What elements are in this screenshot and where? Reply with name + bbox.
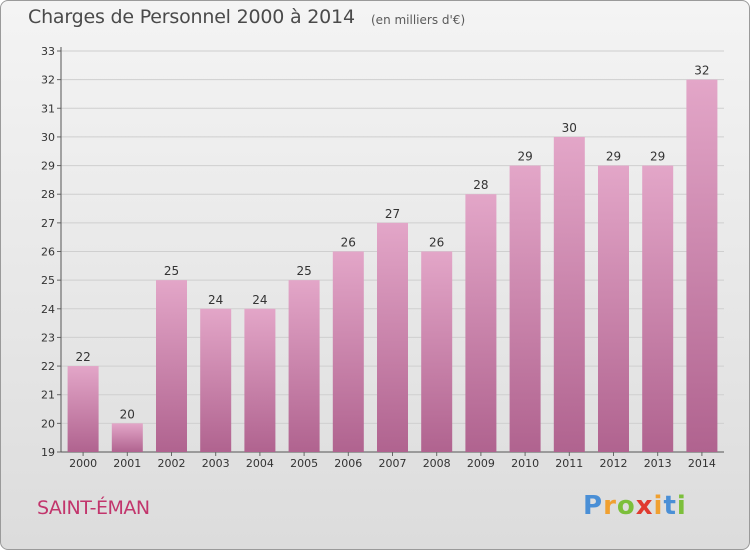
y-tick-label: 27 [41, 217, 55, 230]
data-label-2000: 22 [75, 350, 90, 364]
commune-name: SAINT-ÉMAN [37, 497, 150, 519]
data-label-2003: 24 [208, 293, 223, 307]
x-tick-label-2007: 2007 [379, 457, 407, 470]
y-tick-label: 31 [41, 102, 55, 115]
data-label-2013: 29 [650, 150, 665, 164]
bar-2006 [332, 251, 364, 452]
bar-2011 [553, 136, 585, 452]
bars [67, 79, 718, 453]
x-tick-label-2013: 2013 [644, 457, 672, 470]
x-tick-label-2009: 2009 [467, 457, 495, 470]
x-tick-label-2003: 2003 [202, 457, 230, 470]
data-label-2007: 27 [385, 207, 400, 221]
y-tick-label: 32 [41, 74, 55, 87]
x-tick-label-2006: 2006 [334, 457, 362, 470]
x-tick-label-2001: 2001 [113, 457, 141, 470]
bar-2007 [377, 222, 408, 452]
data-label-2004: 24 [252, 293, 267, 307]
y-tick-label: 22 [41, 360, 55, 373]
data-label-2006: 26 [341, 236, 356, 250]
bar-2004 [244, 308, 276, 452]
labels: 19 20 21 22 23 24 25 26 27 28 29 30 31 32 33 22 2000 20 20… [41, 45, 716, 470]
bar-2003 [200, 308, 232, 452]
chart-title: Charges de Personnel 2000 à 2014 [28, 6, 355, 28]
data-label-2001: 20 [120, 407, 135, 421]
x-tick-label-2012: 2012 [600, 457, 628, 470]
x-tick-label-2002: 2002 [158, 457, 186, 470]
bar-2005 [288, 280, 320, 452]
data-label-2008: 26 [429, 236, 444, 250]
proxiti-logo: Proxiti [583, 491, 687, 521]
data-label-2002: 25 [164, 264, 179, 278]
y-tick-label: 24 [41, 303, 55, 316]
x-tick-label-2014: 2014 [688, 457, 716, 470]
bar-2009 [465, 194, 497, 452]
data-label-2012: 29 [606, 150, 621, 164]
x-tick-label-2000: 2000 [69, 457, 97, 470]
bar-2012 [598, 165, 629, 453]
bar-2013 [642, 165, 674, 453]
bar-2002 [156, 280, 187, 452]
x-tick-label-2011: 2011 [555, 457, 583, 470]
x-tick-label-2008: 2008 [423, 457, 451, 470]
bar-2000 [67, 366, 99, 452]
bar-2001 [111, 423, 143, 452]
chart-subtitle: (en milliers d'€) [371, 13, 466, 27]
data-label-2009: 28 [473, 178, 488, 192]
y-tick-label: 23 [41, 331, 55, 344]
y-tick-label: 26 [41, 246, 55, 259]
data-label-2005: 25 [296, 264, 311, 278]
y-tick-label: 30 [41, 131, 55, 144]
x-tick-label-2010: 2010 [511, 457, 539, 470]
y-tick-label: 25 [41, 274, 55, 287]
bar-2014 [686, 79, 718, 453]
y-tick-label: 19 [41, 446, 55, 459]
x-tick-label-2004: 2004 [246, 457, 274, 470]
data-label-2011: 30 [562, 121, 577, 135]
y-tick-label: 33 [41, 45, 55, 58]
x-tick-label-2005: 2005 [290, 457, 318, 470]
bar-2008 [421, 251, 453, 452]
y-tick-label: 29 [41, 160, 55, 173]
bar-2010 [509, 165, 541, 453]
data-label-2014: 32 [694, 64, 709, 78]
y-tick-label: 28 [41, 188, 55, 201]
data-label-2010: 29 [517, 150, 532, 164]
y-tick-label: 21 [41, 389, 55, 402]
y-tick-label: 20 [41, 417, 55, 430]
